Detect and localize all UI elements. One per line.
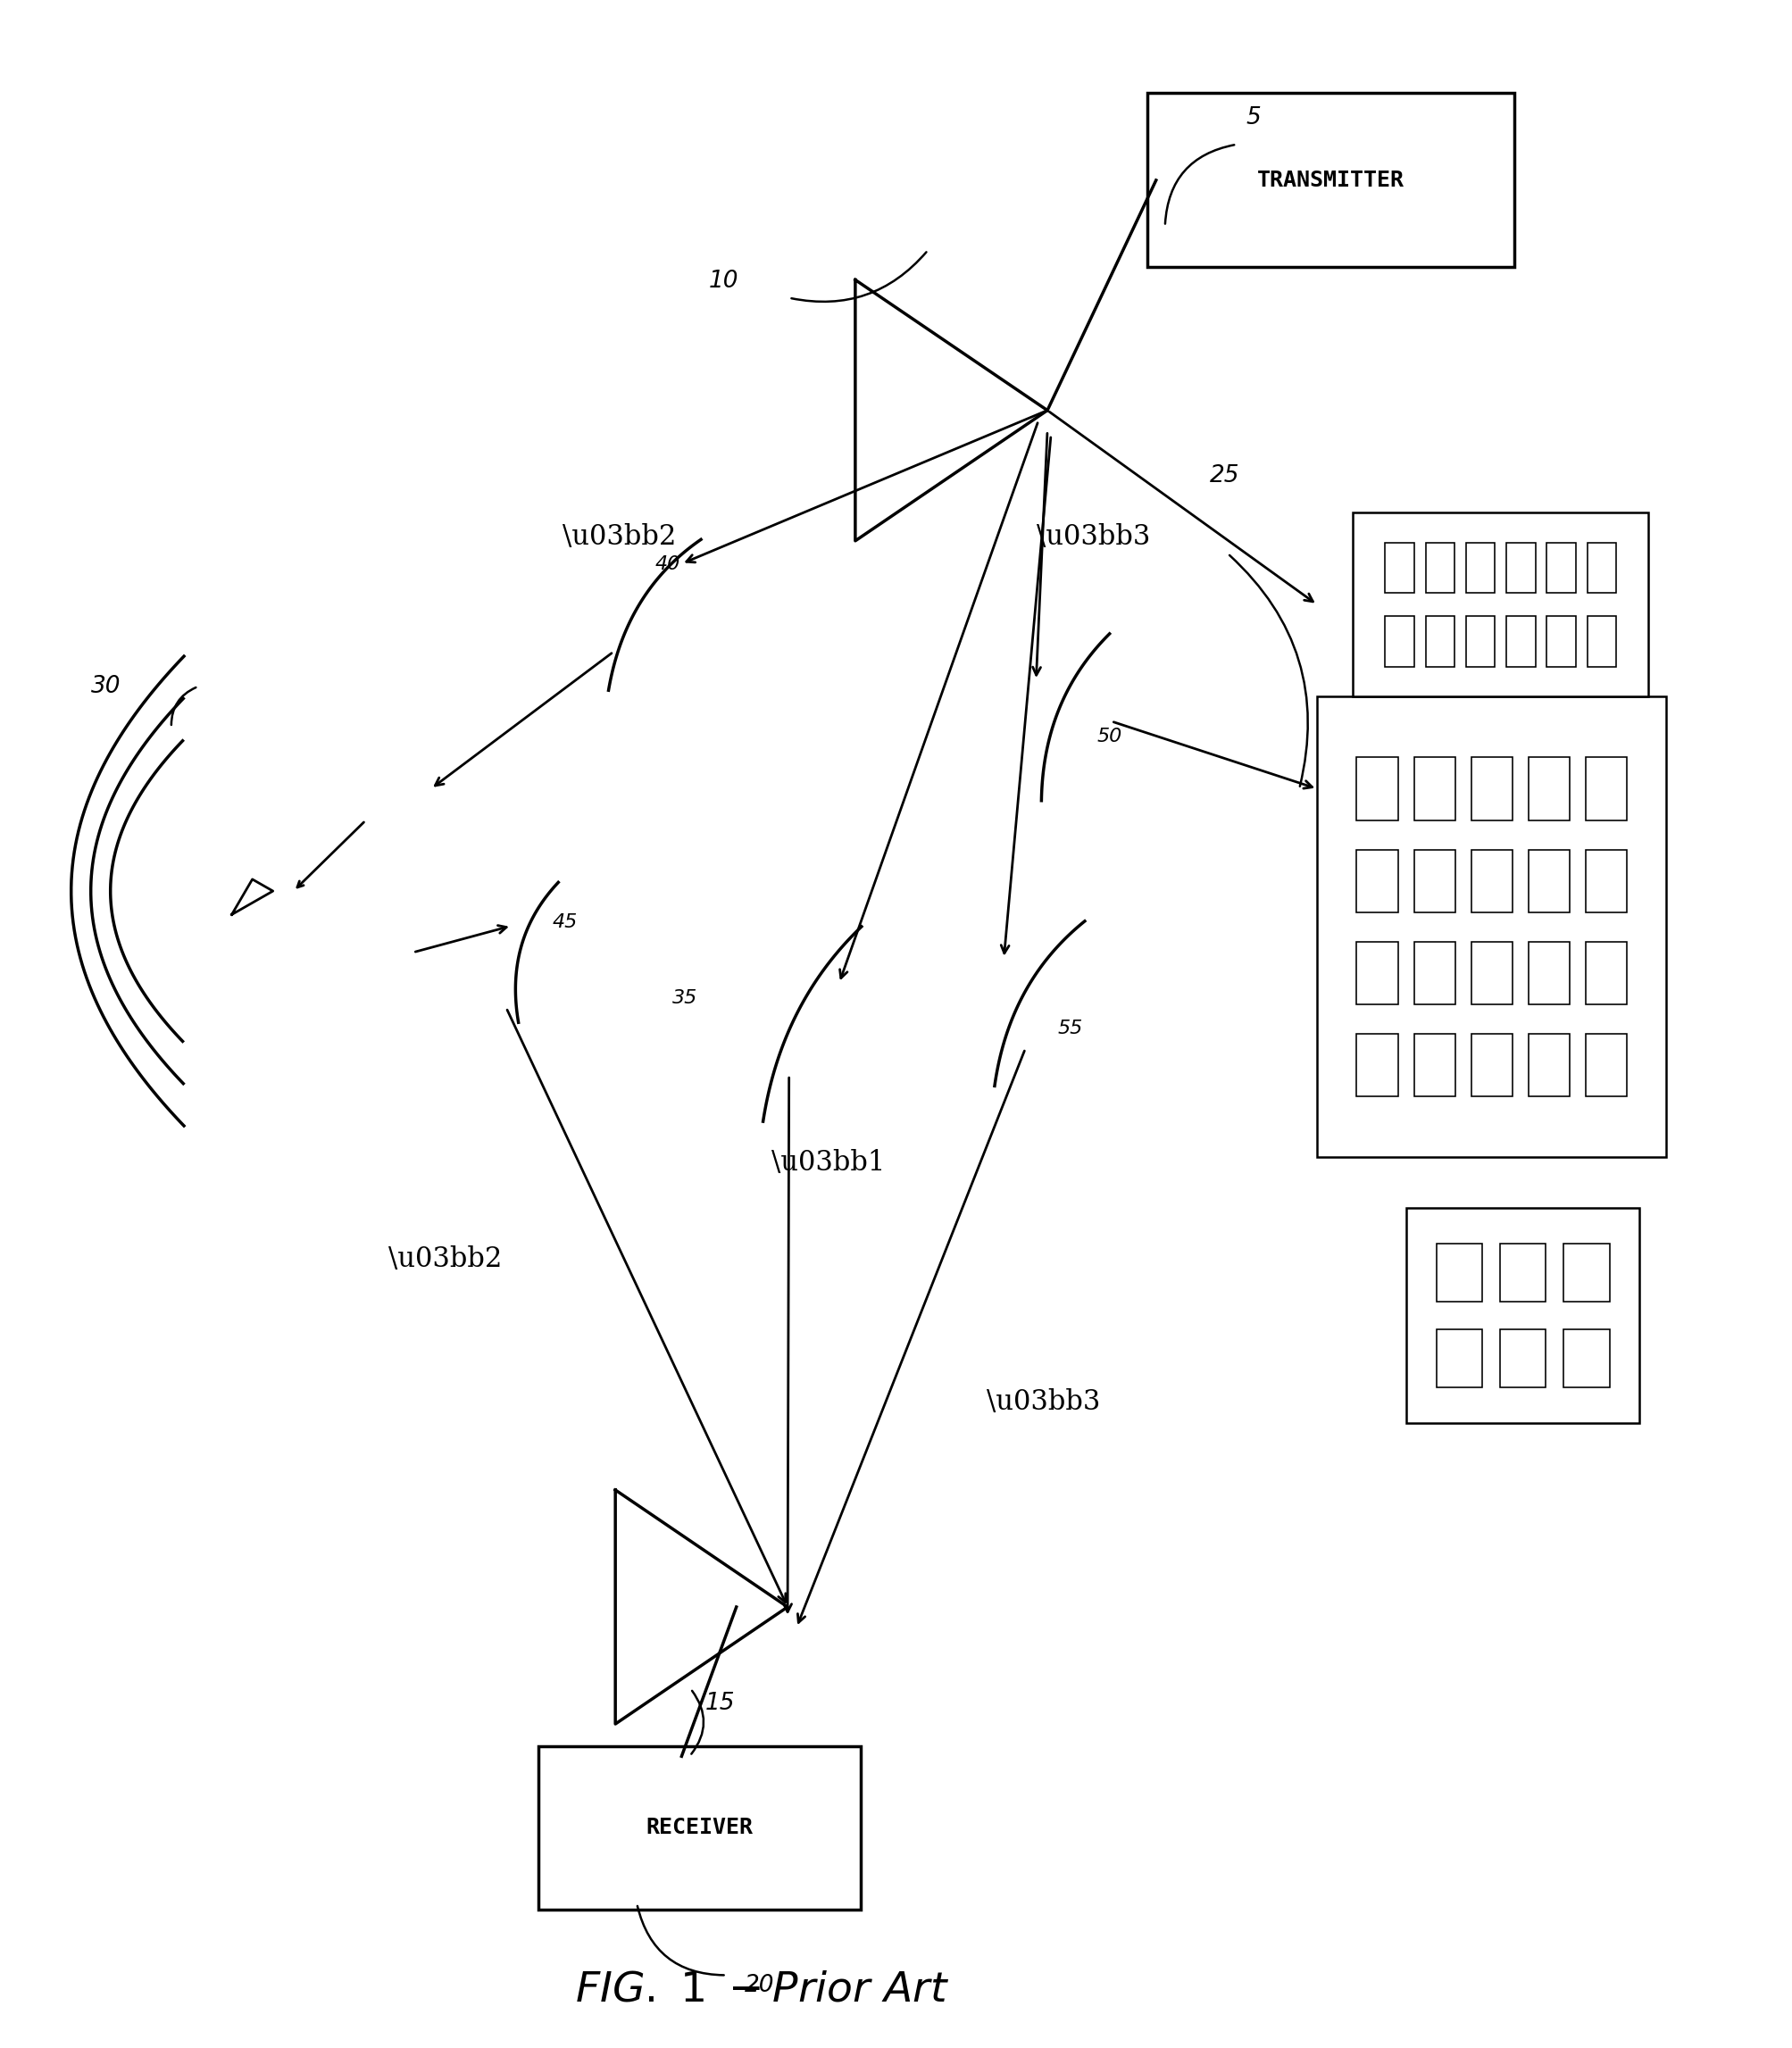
Bar	[1563, 1243, 1609, 1303]
Bar	[1435, 1243, 1482, 1303]
Bar	[1584, 1034, 1625, 1096]
Text: \u03bb3: \u03bb3	[986, 1389, 1100, 1417]
FancyBboxPatch shape	[1147, 94, 1514, 266]
Bar	[1425, 616, 1453, 666]
Bar	[1505, 543, 1534, 592]
Text: 35: 35	[672, 989, 697, 1008]
Text: 40: 40	[654, 555, 679, 573]
Text: \u03bb1: \u03bb1	[771, 1149, 885, 1178]
Text: 45: 45	[552, 913, 577, 932]
Text: 5: 5	[1245, 106, 1260, 129]
Bar	[1584, 942, 1625, 1004]
Bar	[1546, 543, 1575, 592]
Bar	[1385, 616, 1414, 666]
Bar	[1466, 616, 1495, 666]
Bar	[1357, 942, 1398, 1004]
Bar	[1414, 942, 1455, 1004]
Bar	[1500, 1329, 1545, 1389]
Bar	[1586, 616, 1615, 666]
Bar	[1584, 758, 1625, 819]
Bar	[1353, 512, 1647, 696]
Bar	[1317, 696, 1665, 1157]
Bar	[1527, 942, 1568, 1004]
FancyBboxPatch shape	[538, 1747, 860, 1909]
Text: \u03bb2: \u03bb2	[561, 524, 676, 551]
Text: TRANSMITTER: TRANSMITTER	[1256, 170, 1403, 190]
Text: 20: 20	[744, 1974, 774, 1997]
Bar	[1505, 616, 1534, 666]
Bar	[1435, 1329, 1482, 1389]
Bar	[1414, 758, 1455, 819]
Bar	[1471, 1034, 1512, 1096]
Bar	[1407, 1208, 1638, 1423]
Bar	[1357, 1034, 1398, 1096]
Bar	[1527, 850, 1568, 911]
Text: $FIG.\ 1\ -Prior\ Art$: $FIG.\ 1\ -Prior\ Art$	[575, 1970, 948, 2009]
Bar	[1546, 616, 1575, 666]
Bar	[1500, 1243, 1545, 1303]
Bar	[1527, 1034, 1568, 1096]
Text: 25: 25	[1210, 465, 1238, 487]
Bar	[1357, 850, 1398, 911]
Bar	[1563, 1329, 1609, 1389]
Text: \u03bb3: \u03bb3	[1036, 524, 1150, 551]
Text: 10: 10	[708, 270, 738, 293]
Bar	[1425, 543, 1453, 592]
Bar	[1471, 942, 1512, 1004]
Bar	[1471, 850, 1512, 911]
Text: 50: 50	[1097, 727, 1122, 745]
Text: 15: 15	[704, 1692, 735, 1714]
Bar	[1414, 850, 1455, 911]
Bar	[1357, 758, 1398, 819]
Bar	[1414, 1034, 1455, 1096]
Bar	[1385, 543, 1414, 592]
Bar	[1584, 850, 1625, 911]
Text: RECEIVER: RECEIVER	[645, 1817, 753, 1839]
Bar	[1586, 543, 1615, 592]
Bar	[1471, 758, 1512, 819]
Text: \u03bb2: \u03bb2	[389, 1245, 502, 1274]
Bar	[1466, 543, 1495, 592]
Text: 30: 30	[91, 674, 120, 698]
Bar	[1527, 758, 1568, 819]
Text: 55: 55	[1057, 1020, 1082, 1038]
